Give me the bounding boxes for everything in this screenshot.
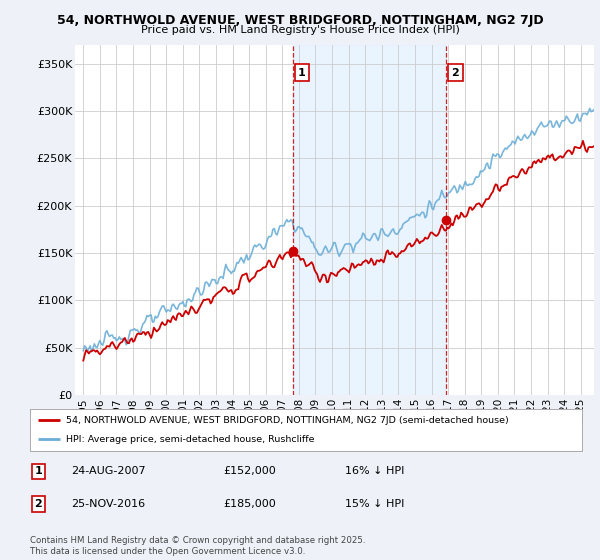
Text: HPI: Average price, semi-detached house, Rushcliffe: HPI: Average price, semi-detached house,…: [66, 435, 314, 444]
Text: £185,000: £185,000: [223, 499, 276, 509]
Text: 2: 2: [34, 499, 42, 509]
Text: 16% ↓ HPI: 16% ↓ HPI: [344, 466, 404, 477]
Text: 24-AUG-2007: 24-AUG-2007: [71, 466, 146, 477]
Text: 54, NORTHWOLD AVENUE, WEST BRIDGFORD, NOTTINGHAM, NG2 7JD: 54, NORTHWOLD AVENUE, WEST BRIDGFORD, NO…: [56, 14, 544, 27]
Text: Contains HM Land Registry data © Crown copyright and database right 2025.
This d: Contains HM Land Registry data © Crown c…: [30, 536, 365, 556]
Text: 54, NORTHWOLD AVENUE, WEST BRIDGFORD, NOTTINGHAM, NG2 7JD (semi-detached house): 54, NORTHWOLD AVENUE, WEST BRIDGFORD, NO…: [66, 416, 509, 424]
Text: 25-NOV-2016: 25-NOV-2016: [71, 499, 146, 509]
Text: 15% ↓ HPI: 15% ↓ HPI: [344, 499, 404, 509]
Text: £152,000: £152,000: [223, 466, 276, 477]
Text: Price paid vs. HM Land Registry's House Price Index (HPI): Price paid vs. HM Land Registry's House …: [140, 25, 460, 35]
Text: 1: 1: [34, 466, 42, 477]
Bar: [293, 45, 446, 395]
Text: 2: 2: [451, 68, 459, 78]
Text: 1: 1: [298, 68, 306, 78]
